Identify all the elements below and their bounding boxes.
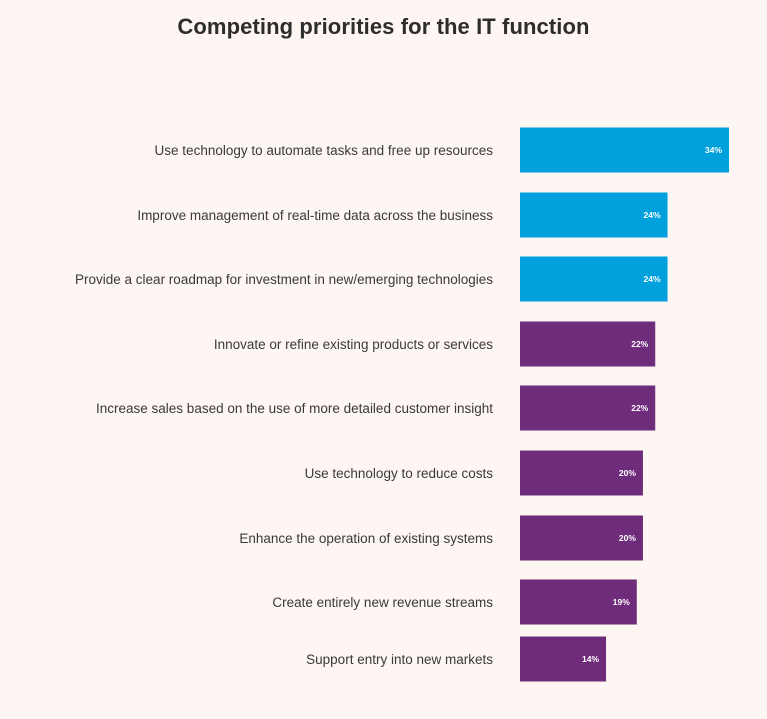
value-label: 22% bbox=[631, 403, 648, 413]
category-label: Use technology to automate tasks and fre… bbox=[155, 143, 494, 158]
bar bbox=[520, 515, 643, 561]
value-label: 34% bbox=[705, 145, 722, 155]
bar bbox=[520, 450, 643, 496]
value-label: 19% bbox=[613, 597, 630, 607]
value-label: 14% bbox=[582, 654, 599, 664]
category-label: Innovate or refine existing products or … bbox=[214, 337, 493, 352]
bar bbox=[520, 256, 668, 302]
category-label: Use technology to reduce costs bbox=[305, 466, 494, 481]
category-label: Increase sales based on the use of more … bbox=[96, 401, 493, 416]
category-label: Provide a clear roadmap for investment i… bbox=[75, 272, 493, 287]
category-label: Improve management of real-time data acr… bbox=[137, 208, 493, 223]
bar bbox=[520, 321, 656, 367]
bar bbox=[520, 385, 656, 431]
bar bbox=[520, 579, 637, 625]
category-label: Support entry into new markets bbox=[306, 652, 493, 667]
value-label: 24% bbox=[644, 210, 661, 220]
bar bbox=[520, 636, 607, 682]
chart-title: Competing priorities for the IT function bbox=[177, 14, 590, 39]
category-label: Enhance the operation of existing system… bbox=[239, 531, 493, 546]
value-label: 20% bbox=[619, 533, 636, 543]
bar bbox=[520, 192, 668, 238]
value-label: 22% bbox=[631, 339, 648, 349]
value-label: 24% bbox=[644, 274, 661, 284]
value-label: 20% bbox=[619, 468, 636, 478]
bar bbox=[520, 127, 729, 173]
category-label: Create entirely new revenue streams bbox=[272, 595, 493, 610]
